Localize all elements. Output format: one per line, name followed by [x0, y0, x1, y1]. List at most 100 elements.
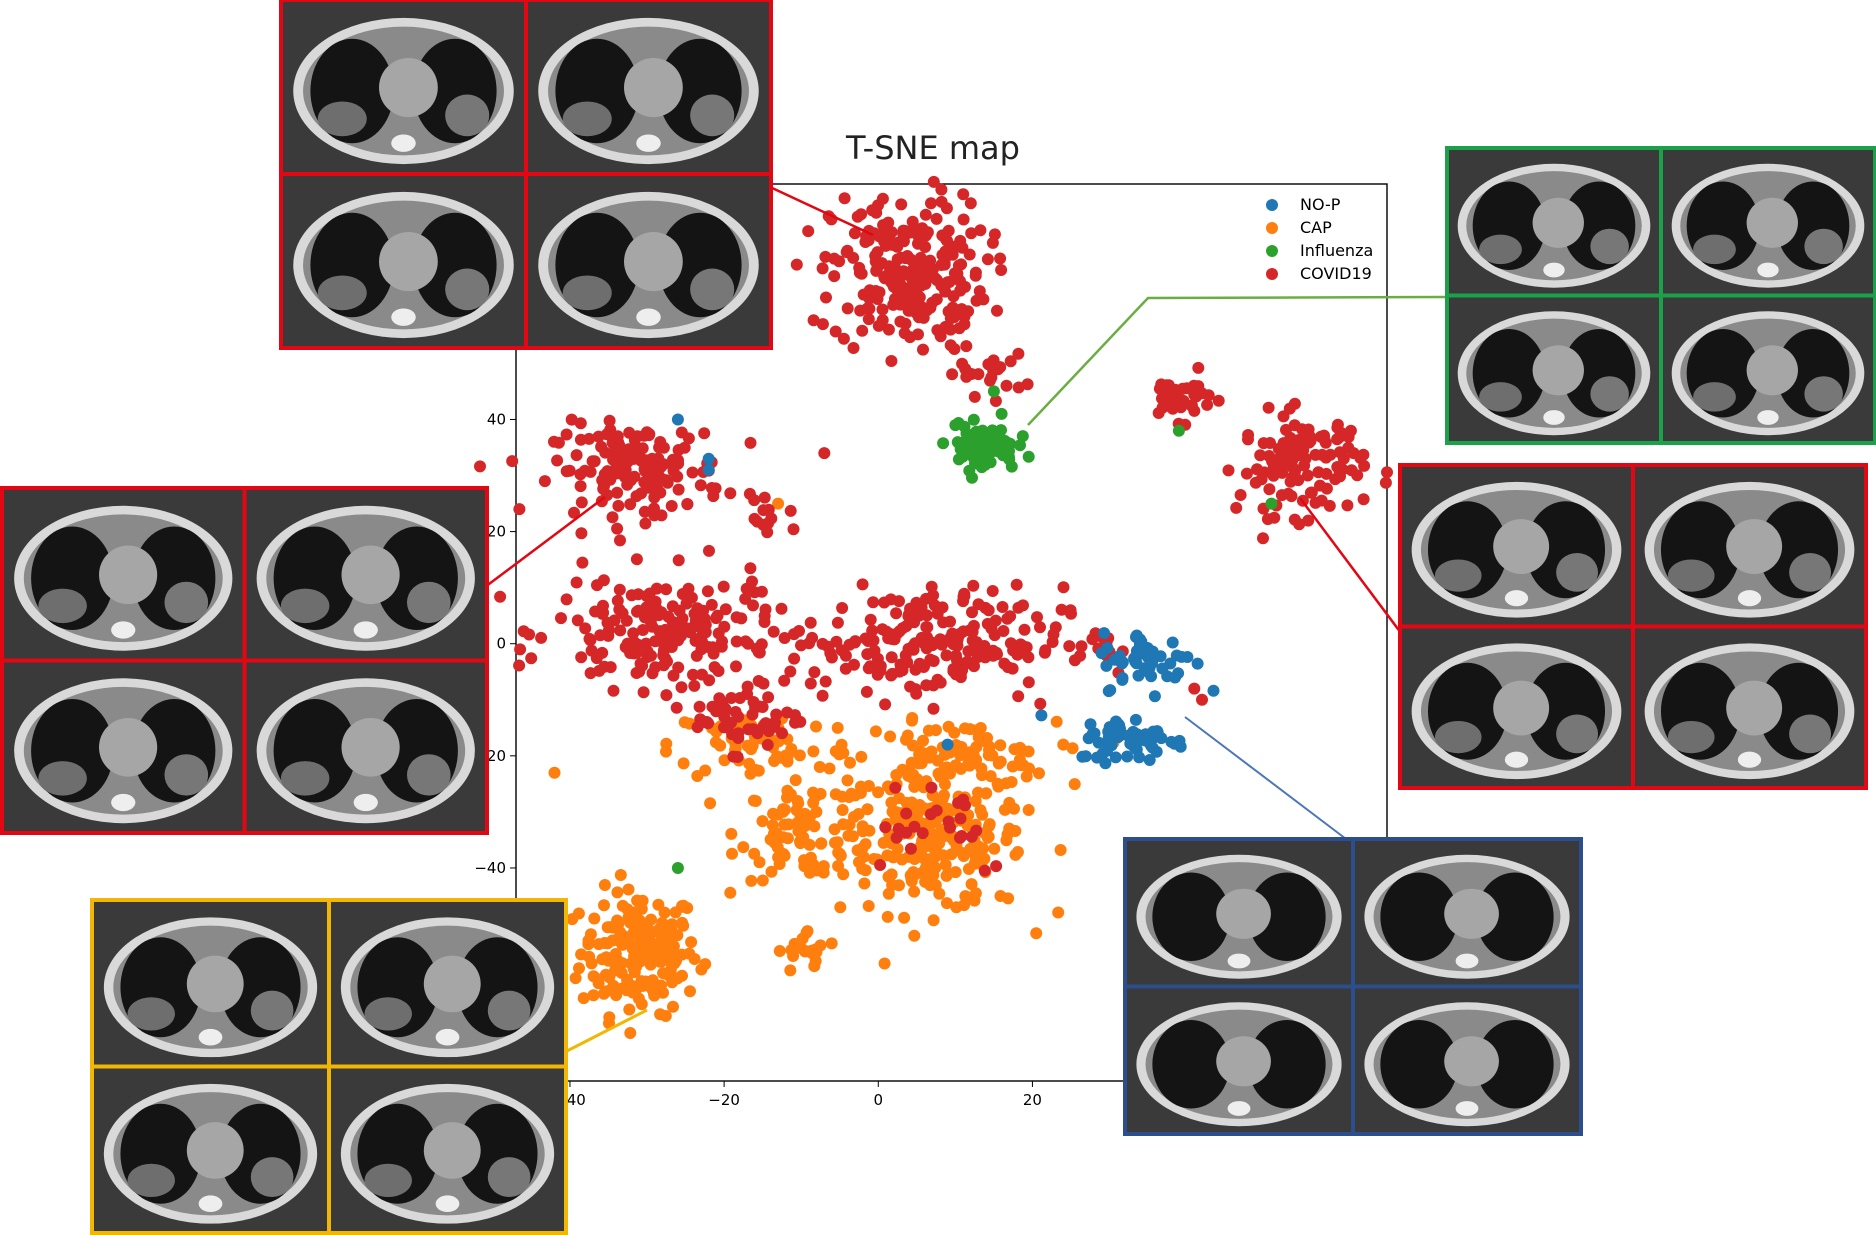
point-covid19 [911, 307, 923, 320]
point-covid19 [958, 590, 971, 603]
ct-opacity [1556, 552, 1599, 592]
point-covid19 [575, 651, 588, 664]
x-tick-label: −20 [708, 1091, 740, 1109]
ct-vertebra [1737, 751, 1762, 768]
point-covid19 [954, 831, 966, 844]
point-covid19 [899, 317, 912, 330]
point-covid19 [1234, 489, 1247, 501]
point-influenza [937, 437, 950, 450]
point-covid19 [1254, 449, 1267, 462]
point-cap [927, 914, 940, 927]
point-covid19 [871, 261, 884, 274]
point-covid19 [513, 503, 526, 516]
point-covid19 [711, 609, 724, 622]
point-covid19 [660, 474, 673, 487]
point-covid19 [995, 264, 1008, 276]
ct-vertebra [1227, 1101, 1251, 1116]
point-covid19 [628, 470, 641, 483]
point-covid19 [872, 319, 885, 332]
point-covid19 [1333, 465, 1346, 478]
point-covid19 [806, 631, 819, 644]
point-cap [813, 761, 826, 773]
point-covid19 [1240, 467, 1253, 480]
point-influenza [1172, 424, 1185, 437]
point-covid19 [752, 675, 765, 687]
point-covid19 [718, 721, 730, 734]
point-covid19 [710, 705, 723, 718]
point-covid19 [603, 414, 616, 427]
point-cap [823, 762, 836, 775]
point-covid19 [936, 601, 949, 614]
point-covid19 [887, 298, 900, 311]
point-covid19 [1357, 493, 1370, 506]
ct-panel-covid19 [279, 0, 773, 350]
point-covid19 [808, 666, 821, 679]
point-covid19 [688, 607, 701, 620]
point-cap [602, 954, 615, 967]
point-covid19 [614, 449, 627, 462]
point-covid19 [910, 687, 923, 700]
point-covid19 [750, 642, 763, 655]
point-covid19 [991, 304, 1003, 317]
point-covid19 [698, 612, 711, 625]
point-no-p [1092, 736, 1105, 749]
point-cap [967, 846, 980, 859]
point-covid19 [666, 600, 679, 613]
point-cap [1022, 804, 1035, 816]
ct-vertebra [435, 1195, 460, 1213]
ct-vertebra [636, 134, 661, 152]
point-covid19 [927, 702, 940, 715]
point-covid19 [930, 212, 943, 225]
point-covid19 [748, 494, 761, 507]
point-covid19 [1331, 433, 1344, 446]
point-covid19 [960, 370, 973, 383]
point-covid19 [1010, 578, 1023, 591]
point-cap [699, 764, 712, 777]
ct-right-lung [1248, 872, 1326, 961]
point-cap [858, 877, 871, 890]
point-covid19 [891, 269, 904, 282]
ct-opacity [445, 268, 490, 311]
ct-heart [1532, 197, 1584, 248]
point-cap [747, 794, 760, 807]
point-covid19 [886, 667, 899, 680]
point-covid19 [575, 496, 588, 509]
point-covid19 [831, 616, 844, 629]
point-cap [726, 847, 738, 860]
ct-heart [423, 1122, 481, 1179]
point-covid19 [952, 259, 965, 272]
point-covid19 [978, 640, 991, 652]
point-covid19 [1249, 476, 1262, 489]
ct-scan-image [1123, 984, 1355, 1136]
point-cap [646, 947, 659, 960]
point-covid19 [1293, 518, 1306, 531]
point-covid19 [916, 222, 929, 235]
connector-covid-left [484, 496, 606, 588]
point-covid19 [671, 455, 684, 468]
legend-label-covid19: COVID19 [1300, 264, 1372, 283]
ct-opacity [406, 581, 451, 624]
point-covid19 [1309, 448, 1322, 461]
point-covid19 [1331, 421, 1344, 434]
point-covid19 [1288, 397, 1301, 410]
point-covid19 [956, 241, 969, 254]
point-cap [859, 864, 872, 877]
point-covid19 [1277, 410, 1290, 423]
point-covid19 [1185, 399, 1198, 412]
point-covid19 [613, 439, 626, 452]
point-covid19 [1034, 621, 1046, 634]
point-covid19 [789, 716, 801, 729]
legend: NO-P CAP Influenza COVID19 [1266, 195, 1373, 283]
point-cap [677, 757, 690, 770]
point-cap [790, 804, 803, 817]
point-cap [753, 856, 766, 869]
point-covid19 [1305, 486, 1318, 499]
point-covid19 [639, 517, 652, 530]
ct-panel-covid19 [0, 486, 489, 835]
point-covid19 [730, 660, 742, 673]
point-covid19 [592, 430, 605, 443]
point-covid19 [944, 821, 956, 834]
point-covid19 [565, 413, 578, 426]
point-covid19 [1049, 621, 1062, 634]
ct-vertebra [391, 308, 416, 326]
